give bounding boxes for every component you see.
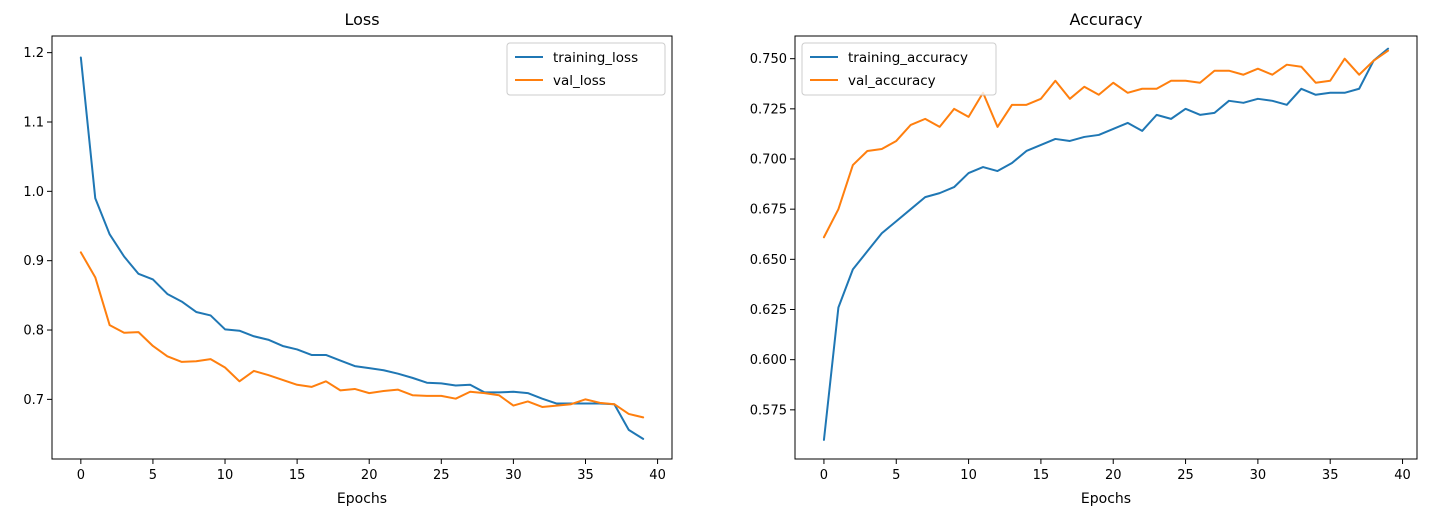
loss-chart-legend: training_loss val_loss [506,42,666,96]
legend-label-training-loss: training_loss [553,50,638,66]
loss-xtick-label: 0 [77,468,85,483]
loss-ytick-label: 1.2 [23,46,44,61]
loss-xtick-label: 20 [361,468,378,483]
accuracy-xtick-label: 25 [1177,468,1194,483]
legend-label-val-accuracy: val_accuracy [848,73,936,89]
loss-ytick-label: 1.0 [23,185,44,200]
legend-entry-val-loss: val_loss [515,73,606,89]
loss-chart-ticks: 0 5 10 15 20 25 30 35 40 0.7 0.8 0.9 1.0 1.1 1.2 [23,46,666,483]
accuracy-ytick-label: 0.700 [750,153,787,168]
accuracy-ytick-label: 0.750 [750,52,787,67]
accuracy-xtick-label: 35 [1322,468,1339,483]
accuracy-ytick-label: 0.600 [750,353,787,368]
loss-chart: Loss Epochs 0 5 10 15 20 25 30 35 40 0.7 0.8 0.9 1.0… [23,10,673,507]
legend-box [506,42,666,96]
loss-xtick-label: 10 [217,468,234,483]
loss-chart-title: Loss [344,10,379,29]
accuracy-chart: Accuracy Epochs 0 5 10 15 20 25 30 35 40 0.575 0.6… [750,10,1418,507]
loss-chart-plot-area [79,56,645,440]
loss-xtick-label: 30 [505,468,522,483]
loss-ytick-label: 0.8 [23,324,44,339]
accuracy-chart-plot-area [822,47,1390,441]
series-line-val-accuracy [822,49,1390,239]
accuracy-xtick-label: 20 [1105,468,1122,483]
series-line-training-accuracy [822,47,1390,441]
series-line-training-loss [79,56,645,440]
accuracy-xtick-label: 30 [1250,468,1267,483]
legend-box [801,42,997,96]
legend-entry-val-accuracy: val_accuracy [810,73,936,89]
loss-xtick-label: 35 [577,468,594,483]
accuracy-chart-ticks: 0 5 10 15 20 25 30 35 40 0.575 0.600 0.625 0.650 0.67… [750,52,1411,483]
loss-chart-xlabel: Epochs [337,491,387,507]
accuracy-ytick-label: 0.650 [750,253,787,268]
accuracy-ytick-label: 0.725 [750,102,787,117]
loss-chart-frame [51,35,673,460]
accuracy-chart-frame [794,35,1418,460]
loss-ytick-label: 1.1 [23,115,44,130]
accuracy-xtick-label: 10 [960,468,977,483]
accuracy-chart-xlabel: Epochs [1081,491,1131,507]
accuracy-xtick-label: 5 [892,468,900,483]
loss-ytick-label: 0.7 [23,393,44,408]
accuracy-chart-legend: training_accuracy val_accuracy [801,42,997,96]
loss-xtick-label: 40 [649,468,666,483]
legend-entry-training-accuracy: training_accuracy [810,50,968,66]
accuracy-ytick-label: 0.575 [750,403,787,418]
loss-ytick-label: 0.9 [23,254,44,269]
accuracy-xtick-label: 40 [1394,468,1411,483]
legend-label-training-accuracy: training_accuracy [848,50,968,66]
loss-xtick-label: 15 [289,468,306,483]
loss-xtick-label: 5 [149,468,157,483]
accuracy-ytick-label: 0.675 [750,203,787,218]
accuracy-xtick-label: 0 [820,468,828,483]
series-line-val-loss [79,251,645,419]
legend-entry-training-loss: training_loss [515,50,638,66]
accuracy-chart-title: Accuracy [1069,10,1142,29]
legend-label-val-loss: val_loss [553,73,606,89]
accuracy-xtick-label: 15 [1033,468,1050,483]
loss-xtick-label: 25 [433,468,450,483]
accuracy-ytick-label: 0.625 [750,303,787,318]
